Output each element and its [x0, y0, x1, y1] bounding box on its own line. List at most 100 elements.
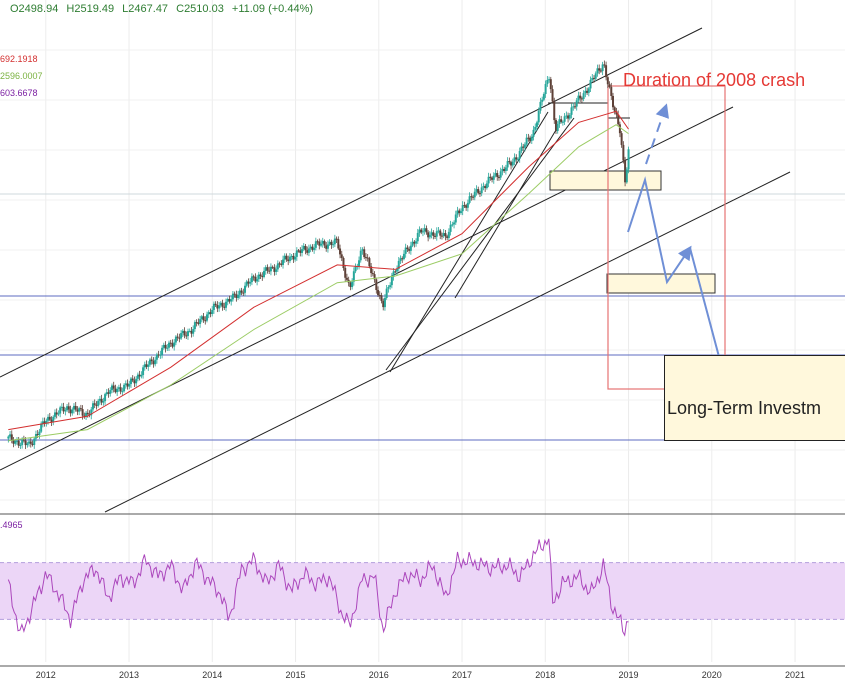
- candle-body: [275, 269, 278, 272]
- candle-body: [397, 260, 400, 269]
- candle-body: [292, 255, 295, 260]
- candle-body: [420, 229, 423, 233]
- candle-body: [523, 144, 526, 148]
- candle-body: [446, 236, 449, 238]
- candle-body: [605, 65, 608, 78]
- candle-body: [124, 383, 127, 385]
- candle-body: [596, 68, 599, 74]
- candle-body: [503, 168, 506, 171]
- candle-body: [50, 419, 53, 423]
- rsi-line: [7, 538, 629, 637]
- candle-body: [188, 330, 191, 332]
- candle-body: [484, 186, 487, 189]
- candle-body: [164, 344, 167, 349]
- candle-body: [174, 336, 177, 343]
- candle-body: [145, 364, 148, 367]
- candle-body: [332, 244, 335, 246]
- candle-body: [207, 312, 210, 315]
- candle-body: [249, 282, 252, 284]
- candle-body: [55, 412, 58, 415]
- candle-body: [28, 441, 31, 444]
- candle-body: [620, 133, 623, 145]
- candle-body: [204, 320, 207, 322]
- candle-body: [568, 114, 571, 119]
- candle-body: [109, 390, 112, 394]
- candle-body: [326, 244, 329, 249]
- candle-body: [546, 79, 549, 85]
- candle-body: [90, 409, 93, 416]
- ma-label-2: 2596.0007: [0, 71, 43, 81]
- candle-body: [235, 294, 238, 299]
- candle-body: [496, 173, 499, 178]
- candle-body: [197, 322, 200, 324]
- candle-body: [167, 342, 170, 348]
- candle-body: [178, 337, 181, 339]
- candle-body: [345, 277, 348, 280]
- candle-body: [392, 271, 395, 277]
- candle-body: [520, 146, 523, 152]
- candle-body: [344, 268, 347, 278]
- candle-body: [508, 161, 511, 163]
- candle-body: [116, 388, 119, 393]
- candle-body: [104, 394, 107, 402]
- moving-average-line: [8, 124, 629, 442]
- ohlc-readout: O2498.94 H2519.49 L2467.47 C2510.03 +11.…: [10, 3, 318, 15]
- candle-body: [21, 439, 24, 445]
- candle-body: [202, 316, 205, 321]
- candle-body: [449, 224, 452, 232]
- candle-body: [180, 333, 183, 339]
- candle-body: [60, 406, 63, 408]
- candle-body: [259, 274, 262, 277]
- x-tick-label: 2014: [202, 670, 223, 680]
- candle-body: [71, 409, 74, 414]
- candle-body: [212, 303, 215, 310]
- candle-body: [76, 409, 79, 412]
- candle-body: [244, 285, 247, 293]
- candle-body: [494, 173, 497, 176]
- candle-body: [328, 241, 331, 245]
- crash-duration-label: Duration of 2008 crash: [623, 70, 806, 90]
- candle-body: [264, 267, 267, 271]
- x-tick-label: 2020: [701, 670, 722, 680]
- candle-body: [250, 276, 253, 283]
- candle-body: [382, 300, 385, 308]
- candle-body: [10, 434, 13, 440]
- candle-body: [185, 335, 188, 337]
- candle-body: [110, 385, 113, 391]
- candle-body: [225, 301, 228, 308]
- candle-body: [304, 245, 307, 251]
- candle-body: [240, 290, 243, 293]
- candle-body: [85, 412, 88, 417]
- candle-body: [358, 260, 361, 267]
- candle-body: [442, 233, 445, 237]
- candle-body: [252, 276, 255, 278]
- candle-body: [247, 281, 250, 284]
- candle-body: [86, 412, 89, 415]
- candle-body: [282, 259, 285, 265]
- candle-body: [157, 354, 160, 356]
- candle-body: [307, 248, 310, 253]
- candle-body: [330, 241, 333, 246]
- candle-body: [383, 298, 386, 308]
- candle-body: [451, 224, 454, 226]
- candle-body: [57, 413, 60, 415]
- candle-body: [534, 126, 537, 130]
- candle-body: [47, 416, 50, 421]
- candle-body: [231, 293, 234, 300]
- candle-body: [404, 247, 407, 254]
- candle-body: [408, 249, 411, 251]
- candle-body: [516, 158, 519, 160]
- candle-body: [98, 398, 101, 401]
- candle-body: [337, 239, 340, 249]
- candle-body: [271, 266, 274, 268]
- candle-body: [219, 302, 222, 306]
- candle-body: [183, 330, 186, 336]
- candle-body: [428, 234, 431, 238]
- candle-body: [123, 384, 126, 392]
- candle-body: [117, 387, 120, 389]
- candle-body: [335, 238, 338, 240]
- candle-body: [295, 250, 298, 257]
- candle-body: [473, 191, 476, 198]
- candle-body: [74, 405, 77, 410]
